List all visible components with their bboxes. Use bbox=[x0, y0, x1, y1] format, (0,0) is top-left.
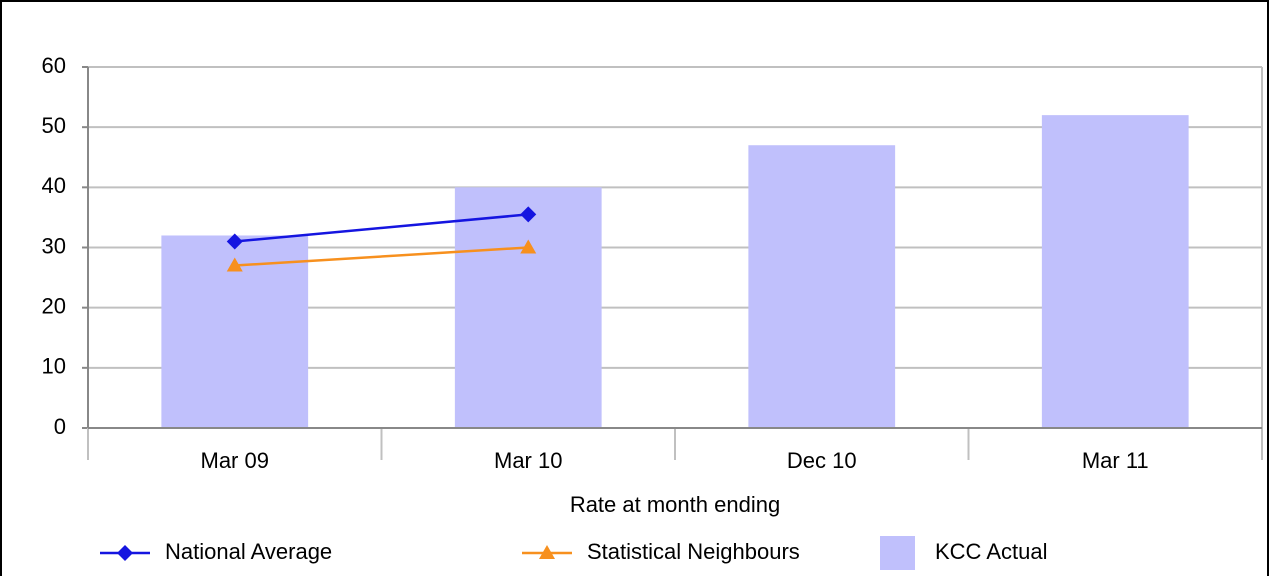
legend-marker bbox=[117, 545, 133, 561]
legend-marker bbox=[539, 545, 555, 559]
legend-label: National Average bbox=[165, 539, 332, 564]
bar bbox=[454, 187, 602, 428]
point-marker bbox=[226, 233, 243, 250]
point-marker bbox=[520, 206, 537, 223]
y-tick-label: 40 bbox=[42, 173, 66, 198]
x-tick-label: Mar 10 bbox=[494, 448, 562, 473]
point-marker bbox=[520, 239, 537, 254]
point-marker bbox=[226, 257, 243, 272]
legend-label: KCC Actual bbox=[935, 539, 1048, 564]
y-tick-label: 0 bbox=[54, 414, 66, 439]
x-tick-label: Dec 10 bbox=[787, 448, 857, 473]
legend-swatch bbox=[880, 536, 915, 570]
y-tick-label: 30 bbox=[42, 233, 66, 258]
x-tick-label: Mar 11 bbox=[1082, 448, 1149, 473]
y-tick-label: 20 bbox=[42, 293, 66, 318]
line bbox=[234, 246, 529, 267]
y-tick-label: 60 bbox=[42, 53, 66, 78]
y-tick-label: 10 bbox=[42, 354, 66, 379]
x-axis-label: Rate at month ending bbox=[570, 492, 780, 517]
y-tick-label: 50 bbox=[42, 113, 66, 138]
legend-label: Statistical Neighbours bbox=[587, 539, 800, 564]
bar bbox=[1041, 115, 1189, 428]
line bbox=[234, 213, 529, 243]
x-tick-label: Mar 09 bbox=[201, 448, 269, 473]
bar bbox=[748, 145, 896, 428]
